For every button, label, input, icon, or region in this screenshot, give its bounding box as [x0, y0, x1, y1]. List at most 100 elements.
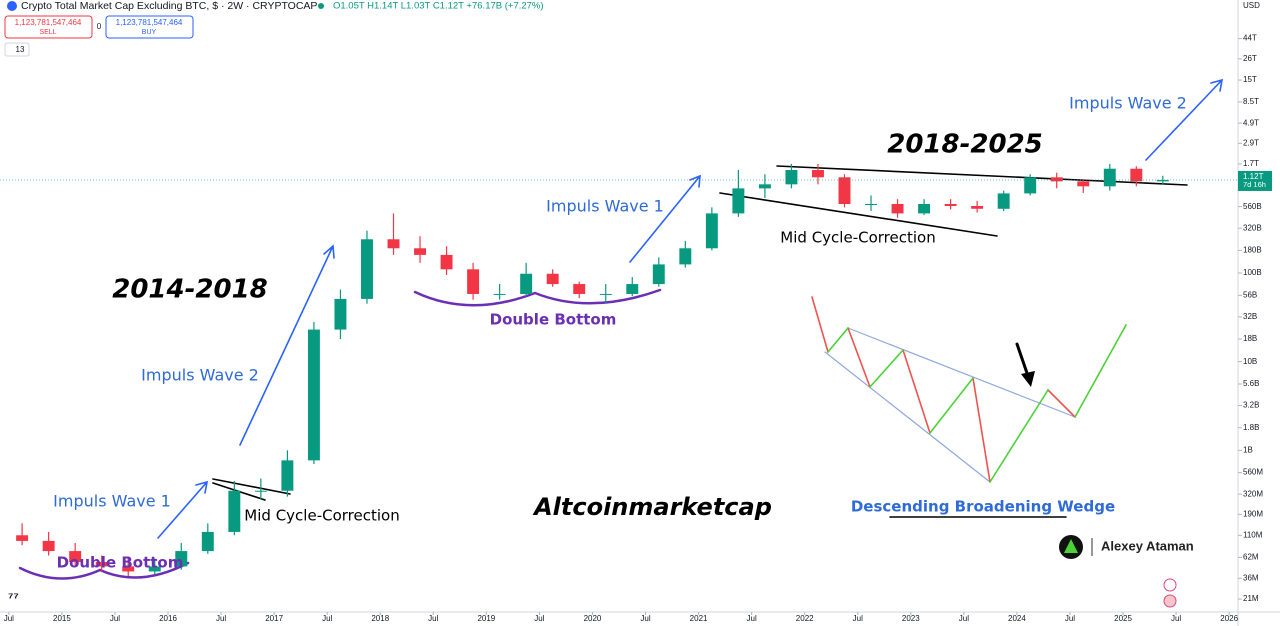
y-tick-label: 4.9T: [1243, 118, 1259, 127]
y-tick-label: 44T: [1243, 34, 1257, 43]
candle: [1024, 174, 1037, 196]
candle: [175, 543, 188, 570]
pointer-head: [1021, 371, 1035, 387]
candle-body: [1050, 177, 1063, 182]
candle: [865, 195, 877, 212]
indicator-count: 13: [16, 45, 25, 54]
candle: [228, 481, 241, 536]
buy-button[interactable]: [105, 15, 194, 39]
candle-body: [228, 490, 241, 532]
candle: [361, 230, 373, 304]
candle-body: [626, 284, 639, 294]
candle: [122, 558, 135, 577]
down-legs: [811, 296, 1076, 483]
x-tick-label: 2022: [796, 614, 814, 623]
candle-body: [467, 269, 480, 294]
y-tick-label: 62M: [1243, 552, 1259, 561]
x-tick-label: 2017: [265, 614, 283, 623]
annotation: Impuls Wave 1: [546, 197, 664, 216]
y-tick-label: 1.8B: [1243, 423, 1259, 432]
tv-logo: ⁷⁷: [8, 589, 19, 604]
candle: [16, 523, 29, 546]
y-tick-label: 1B: [1243, 445, 1253, 454]
spread: 0: [97, 22, 102, 31]
indicators-toggle[interactable]: [4, 42, 30, 57]
drawings: [18, 78, 1224, 580]
x-tick-label: Jul: [747, 614, 757, 623]
y-tick-label: 18B: [1243, 334, 1257, 343]
arrow: [157, 480, 209, 539]
candle-body: [361, 239, 373, 299]
candle-body: [1156, 179, 1169, 182]
candle: [281, 450, 294, 497]
x-tick-label: Jul: [110, 614, 120, 623]
x-tick-label: Jul: [534, 614, 544, 623]
y-tick-label: 2.9T: [1243, 138, 1259, 147]
candle-body: [334, 298, 347, 330]
candle: [493, 284, 506, 300]
candle: [652, 257, 665, 287]
y-tick-label: 56B: [1243, 290, 1257, 299]
buy-price: 1,123,781,547,464: [116, 18, 183, 27]
annotation: Double Bottom: [490, 311, 617, 329]
sell-price: 1,123,781,547,464: [15, 18, 82, 27]
y-axis-unit: USD: [1243, 1, 1260, 10]
candle-body: [414, 248, 427, 255]
candle: [705, 207, 718, 251]
candle-body: [1024, 177, 1037, 194]
sell-button[interactable]: [4, 15, 93, 39]
candle: [467, 262, 480, 300]
candle-body: [175, 551, 188, 567]
x-tick-label: Jul: [4, 614, 14, 623]
x-tick-label: 2023: [902, 614, 920, 623]
annotation: Altcoinmarketcap: [532, 493, 772, 521]
flash-icon[interactable]: [1163, 578, 1177, 592]
candle: [599, 284, 612, 304]
annotation: Impuls Wave 2: [1069, 94, 1187, 113]
candle-body: [1077, 181, 1090, 187]
candle-body: [307, 329, 320, 461]
candle-body: [573, 284, 586, 294]
y-tick-label: 180B: [1243, 245, 1262, 254]
y-tick-label: 10B: [1243, 357, 1257, 366]
arrow: [1145, 78, 1224, 161]
candle-body: [546, 273, 559, 285]
candle: [201, 523, 214, 554]
y-tick-label: 26T: [1243, 54, 1257, 63]
x-tick-label: Jul: [1171, 614, 1181, 623]
candle: [1130, 166, 1143, 187]
x-tick-label: 2021: [690, 614, 708, 623]
y-tick-label: 3.2B: [1243, 401, 1259, 410]
candle: [546, 269, 559, 287]
candle-body: [918, 204, 931, 214]
candle-body: [891, 204, 904, 214]
candle-body: [122, 566, 135, 572]
y-tick-label: 1.7T: [1243, 159, 1259, 168]
ohlc-summary: O1.05T H1.14T L1.03T C1.12T +76.17B (+7.…: [333, 1, 544, 12]
y-tick-label: 110M: [1243, 530, 1263, 539]
candle: [679, 240, 692, 268]
candle: [387, 213, 400, 255]
candle: [1156, 175, 1169, 185]
candle: [997, 190, 1010, 212]
candle-body: [1130, 168, 1143, 182]
trend-line: [719, 192, 998, 237]
annotation: 2014-2018: [112, 275, 268, 305]
candle: [69, 543, 82, 566]
flag-icon[interactable]: [1163, 594, 1177, 608]
author-name: Alexey Ataman: [1101, 538, 1194, 553]
candle: [1050, 172, 1063, 189]
arc: [18, 561, 190, 580]
annotation: Mid Cycle-Correction: [244, 507, 399, 525]
candle-body: [254, 490, 267, 492]
candle: [944, 199, 957, 210]
candle: [811, 163, 824, 185]
candle: [971, 200, 984, 213]
candle: [626, 277, 639, 297]
buy-label: BUY: [142, 29, 157, 36]
x-tick-label: Jul: [216, 614, 226, 623]
candle: [758, 174, 771, 199]
x-tick-label: 2026: [1220, 614, 1238, 623]
candle-body: [732, 188, 745, 214]
candle-body: [944, 204, 957, 206]
